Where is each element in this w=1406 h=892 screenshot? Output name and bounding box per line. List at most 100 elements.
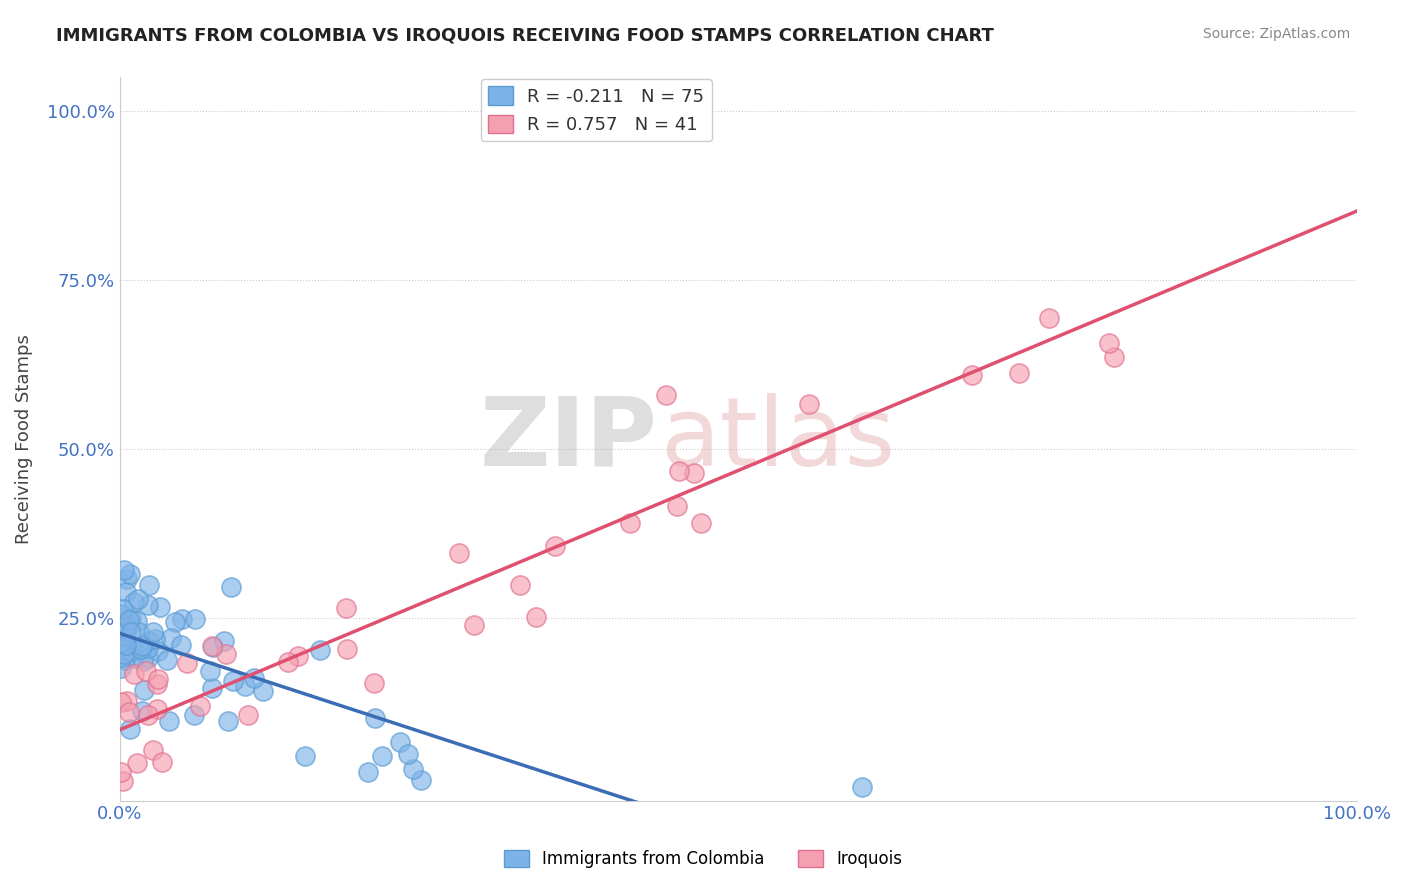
Point [136, 598, 159, 612]
Point [200, 665, 222, 679]
Point [163, 615, 186, 629]
Point [371, 749, 394, 764]
Point [447, 546, 470, 560]
Point [357, 764, 380, 779]
Point [132, 654, 155, 668]
Point [136, 707, 159, 722]
Point [146, 644, 169, 658]
Point [128, 625, 150, 640]
Point [409, 772, 432, 787]
Point [188, 698, 211, 713]
Point [619, 516, 641, 530]
Point [120, 624, 142, 639]
Point [138, 578, 160, 592]
Point [136, 650, 159, 665]
Point [689, 516, 711, 530]
Point [156, 653, 179, 667]
Point [176, 656, 198, 670]
Point [134, 683, 156, 698]
Point [110, 695, 132, 709]
Point [149, 600, 172, 615]
Point [118, 613, 141, 627]
Point [114, 633, 136, 648]
Legend: Immigrants from Colombia, Iroquois: Immigrants from Colombia, Iroquois [498, 843, 908, 875]
Point [1038, 310, 1060, 325]
Point [184, 612, 207, 626]
Text: Source: ZipAtlas.com: Source: ZipAtlas.com [1202, 27, 1350, 41]
Point [118, 706, 141, 720]
Point [160, 631, 183, 645]
Point [401, 762, 423, 776]
Point [115, 619, 138, 633]
Point [114, 641, 136, 656]
Point [1097, 335, 1119, 350]
Point [364, 711, 387, 725]
Point [146, 702, 169, 716]
Point [170, 639, 193, 653]
Point [136, 640, 159, 655]
Point [127, 614, 149, 628]
Point [170, 612, 193, 626]
Point [120, 722, 142, 736]
Point [114, 653, 136, 667]
Point [666, 500, 689, 514]
Point [201, 640, 224, 654]
Point [277, 655, 299, 669]
Point [127, 591, 149, 606]
Point [115, 573, 138, 587]
Point [363, 676, 385, 690]
Point [142, 743, 165, 757]
Point [129, 641, 152, 656]
Point [110, 607, 132, 621]
Point [308, 642, 330, 657]
Point [463, 618, 485, 632]
Point [252, 684, 274, 698]
Point [120, 567, 142, 582]
Point [389, 735, 412, 749]
Point [111, 602, 134, 616]
Point [135, 664, 157, 678]
Point [112, 774, 135, 789]
Text: IMMIGRANTS FROM COLOMBIA VS IROQUOIS RECEIVING FOOD STAMPS CORRELATION CHART: IMMIGRANTS FROM COLOMBIA VS IROQUOIS REC… [56, 27, 994, 45]
Point [110, 634, 132, 648]
Point [212, 634, 235, 648]
Point [125, 756, 148, 771]
Point [335, 600, 357, 615]
Point [142, 625, 165, 640]
Point [851, 780, 873, 794]
Point [183, 708, 205, 723]
Point [111, 650, 134, 665]
Point [148, 673, 170, 687]
Point [1008, 366, 1031, 380]
Point [217, 714, 239, 729]
Point [215, 647, 238, 661]
Point [115, 625, 138, 640]
Point [117, 693, 139, 707]
Text: atlas: atlas [661, 392, 896, 485]
Point [201, 681, 224, 695]
Point [236, 708, 259, 723]
Point [112, 648, 135, 662]
Point [668, 463, 690, 477]
Point [157, 714, 180, 728]
Point [509, 578, 531, 592]
Point [122, 666, 145, 681]
Point [138, 634, 160, 648]
Point [150, 755, 173, 769]
Point [201, 639, 224, 653]
Point [145, 632, 167, 647]
Point [526, 610, 548, 624]
Text: ZIP: ZIP [479, 392, 658, 485]
Point [243, 671, 266, 685]
Point [120, 611, 142, 625]
Point [396, 747, 419, 762]
Legend: R = -0.211   N = 75, R = 0.757   N = 41: R = -0.211 N = 75, R = 0.757 N = 41 [481, 79, 711, 142]
Point [120, 644, 142, 658]
Point [131, 639, 153, 653]
Point [112, 564, 135, 578]
Point [146, 676, 169, 690]
Y-axis label: Receiving Food Stamps: Receiving Food Stamps [15, 334, 32, 544]
Point [115, 585, 138, 599]
Point [122, 595, 145, 609]
Point [544, 540, 567, 554]
